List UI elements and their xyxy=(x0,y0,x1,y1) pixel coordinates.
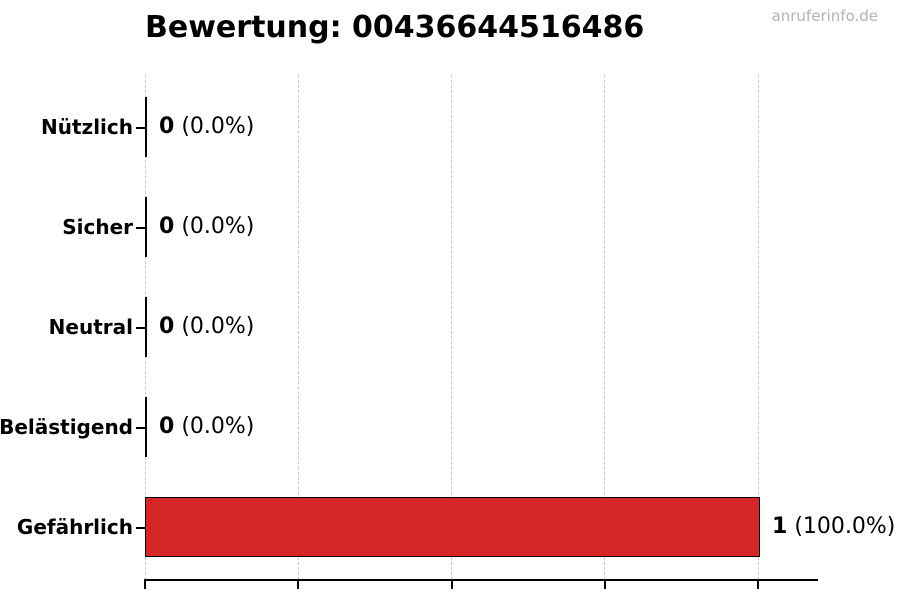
gridline-1 xyxy=(757,75,759,580)
bar-gefaehrlich xyxy=(145,497,760,557)
gridline-025 xyxy=(297,75,299,580)
bar-row-nuetzlich: 0 (0.0%) xyxy=(145,97,845,157)
ylabel-neutral: Neutral xyxy=(48,315,133,339)
value-count: 0 xyxy=(159,414,175,439)
watermark-anruferinfo: anruferinfo.de xyxy=(771,7,878,25)
xtick-075 xyxy=(603,580,606,589)
value-label-neutral: 0 (0.0%) xyxy=(159,316,254,338)
value-count: 0 xyxy=(159,214,175,239)
ylabel-belaestigend: Belästigend xyxy=(0,415,133,439)
value-percent: (0.0%) xyxy=(181,314,255,339)
bar-belaestigend xyxy=(145,397,147,457)
ytick-sicher xyxy=(136,227,145,229)
gridline-075 xyxy=(604,75,606,580)
value-percent: (0.0%) xyxy=(181,214,255,239)
ylabel-nuetzlich: Nützlich xyxy=(41,115,133,139)
xtick-05 xyxy=(450,580,453,589)
bar-sicher xyxy=(145,197,147,257)
ytick-belaestigend xyxy=(136,427,145,429)
value-label-belaestigend: 0 (0.0%) xyxy=(159,416,254,438)
value-percent: (100.0%) xyxy=(794,514,896,539)
xtick-025 xyxy=(297,580,300,589)
value-count: 1 xyxy=(772,514,788,539)
ylabel-gefaehrlich: Gefährlich xyxy=(16,515,133,539)
bar-row-neutral: 0 (0.0%) xyxy=(145,297,845,357)
bar-nuetzlich xyxy=(145,97,147,157)
bar-row-belaestigend: 0 (0.0%) xyxy=(145,397,845,457)
xtick-0 xyxy=(144,580,146,589)
xtick-1 xyxy=(757,580,759,589)
ylabel-sicher: Sicher xyxy=(62,215,133,239)
x-axis-line xyxy=(144,579,818,581)
value-count: 0 xyxy=(159,114,175,139)
value-percent: (0.0%) xyxy=(181,114,255,139)
value-label-gefaehrlich: 1 (100.0%) xyxy=(772,516,895,538)
bar-neutral xyxy=(145,297,147,357)
value-percent: (0.0%) xyxy=(181,414,255,439)
ytick-gefaehrlich xyxy=(136,527,145,529)
gridline-05 xyxy=(451,75,452,580)
value-label-sicher: 0 (0.0%) xyxy=(159,216,254,238)
ytick-nuetzlich xyxy=(136,127,145,129)
bar-row-sicher: 0 (0.0%) xyxy=(145,197,845,257)
ytick-neutral xyxy=(136,327,145,329)
value-count: 0 xyxy=(159,314,175,339)
chart-title: Bewertung: 00436644516486 xyxy=(145,10,645,45)
bar-row-gefaehrlich: 1 (100.0%) xyxy=(145,497,895,557)
value-label-nuetzlich: 0 (0.0%) xyxy=(159,116,254,138)
